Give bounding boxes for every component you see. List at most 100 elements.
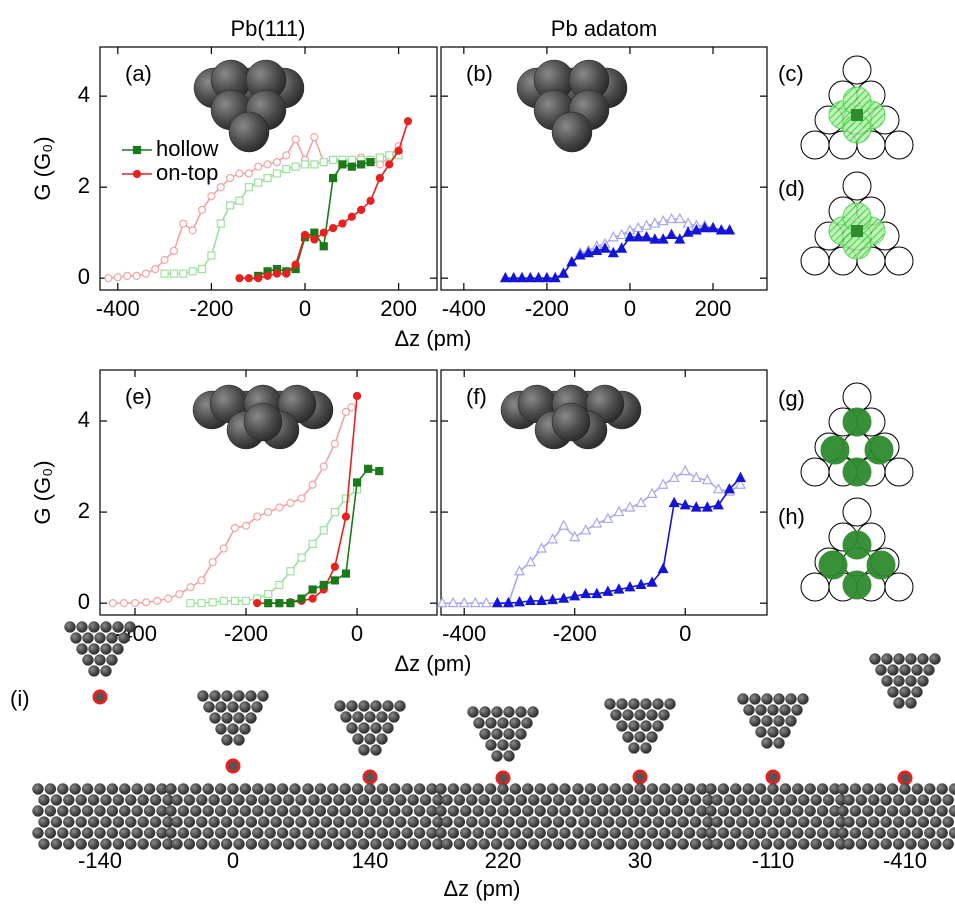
marker bbox=[309, 540, 316, 547]
marker bbox=[320, 527, 327, 534]
apex-atom bbox=[94, 691, 106, 703]
slab-atom bbox=[706, 806, 717, 817]
slab-atom bbox=[39, 795, 50, 806]
tip-atom bbox=[486, 740, 497, 751]
slab-atom bbox=[635, 828, 646, 839]
slab-atom bbox=[755, 828, 766, 839]
slab-atom bbox=[792, 828, 803, 839]
slab-atom bbox=[420, 795, 431, 806]
tip-atom bbox=[653, 721, 664, 732]
marker bbox=[515, 566, 524, 575]
slab-atom bbox=[893, 795, 904, 806]
slab-atom bbox=[240, 784, 251, 795]
slab-atom bbox=[786, 795, 797, 806]
slab-atom bbox=[51, 795, 62, 806]
slab-atom bbox=[798, 795, 809, 806]
slab-atom bbox=[88, 795, 99, 806]
panel-label: (d) bbox=[778, 176, 805, 201]
tip-atom bbox=[371, 745, 382, 756]
slab-atom bbox=[844, 795, 855, 806]
y-tick-label: 2 bbox=[78, 498, 90, 523]
tip-atom bbox=[522, 718, 533, 729]
marker bbox=[320, 159, 327, 166]
slab-atom bbox=[303, 784, 314, 795]
slab-atom bbox=[616, 795, 627, 806]
slab-atom bbox=[560, 784, 571, 795]
figure: Pb(111) Pb adatom (c) (d) (g) (h) (i) Δz… bbox=[0, 0, 955, 907]
slab-atom bbox=[881, 795, 892, 806]
marker bbox=[309, 595, 316, 602]
slab-atom bbox=[900, 828, 911, 839]
marker bbox=[180, 270, 187, 277]
slab-atom bbox=[768, 806, 779, 817]
tip-atom bbox=[234, 691, 245, 702]
slab-atom bbox=[395, 839, 406, 850]
slab-atom bbox=[125, 817, 136, 828]
lattice-atom bbox=[885, 458, 913, 486]
slab-atom bbox=[209, 795, 220, 806]
tip-atom bbox=[222, 691, 233, 702]
tip-atom bbox=[659, 710, 670, 721]
slab-atom bbox=[653, 817, 664, 828]
slab-atom bbox=[912, 784, 923, 795]
slab-atom bbox=[918, 817, 929, 828]
tip-atom bbox=[89, 666, 100, 677]
lattice-atom bbox=[843, 56, 871, 84]
slab-atom bbox=[57, 828, 68, 839]
marker bbox=[236, 197, 243, 204]
marker bbox=[342, 570, 349, 577]
marker bbox=[309, 586, 316, 593]
lattice-atom bbox=[801, 131, 829, 159]
marker bbox=[273, 270, 280, 277]
marker bbox=[276, 600, 283, 607]
slab-atom bbox=[591, 817, 602, 828]
slab-atom bbox=[234, 795, 245, 806]
x-tick-label: -400 bbox=[442, 621, 486, 646]
slab-atom bbox=[792, 806, 803, 817]
marker bbox=[231, 597, 238, 604]
slab-atom bbox=[868, 839, 879, 850]
slab-atom bbox=[101, 817, 112, 828]
marker bbox=[142, 270, 149, 277]
panel-label: (a) bbox=[125, 61, 152, 86]
slab-atom bbox=[647, 784, 658, 795]
marker bbox=[386, 152, 393, 159]
slab-atom bbox=[215, 784, 226, 795]
slab-atom bbox=[792, 784, 803, 795]
slab-atom bbox=[70, 784, 81, 795]
slab-atom bbox=[553, 839, 564, 850]
slab-atom bbox=[603, 795, 614, 806]
tip-atom bbox=[762, 738, 773, 749]
marker bbox=[109, 600, 116, 607]
slab-atom bbox=[132, 828, 143, 839]
slab-atom bbox=[144, 784, 155, 795]
slab-atom bbox=[57, 784, 68, 795]
x-tick-label: 200 bbox=[695, 296, 732, 321]
tip-atom bbox=[774, 738, 785, 749]
slab-atom bbox=[930, 795, 941, 806]
slab-atom bbox=[622, 806, 633, 817]
slab-atom bbox=[454, 839, 465, 850]
slab-atom bbox=[82, 784, 93, 795]
slab-atom bbox=[943, 817, 954, 828]
slab-atom bbox=[780, 784, 791, 795]
tip-atom bbox=[894, 698, 905, 709]
marker bbox=[165, 595, 172, 602]
slab-atom bbox=[875, 806, 886, 817]
marker bbox=[331, 440, 338, 447]
tip-atom bbox=[762, 694, 773, 705]
x-axis-label: Δz (pm) bbox=[394, 651, 471, 676]
marker bbox=[180, 220, 187, 227]
marker bbox=[236, 275, 243, 282]
x-tick-label: -400 bbox=[96, 296, 140, 321]
slab-atom bbox=[522, 828, 533, 839]
slab-atom bbox=[63, 839, 74, 850]
slab-atom bbox=[63, 817, 74, 828]
slab-atom bbox=[780, 806, 791, 817]
slab-atom bbox=[659, 806, 670, 817]
slab-atom bbox=[82, 806, 93, 817]
slab-atom bbox=[377, 828, 388, 839]
tip-atom bbox=[552, 403, 590, 441]
slab-atom bbox=[442, 795, 453, 806]
slab-atom bbox=[730, 784, 741, 795]
